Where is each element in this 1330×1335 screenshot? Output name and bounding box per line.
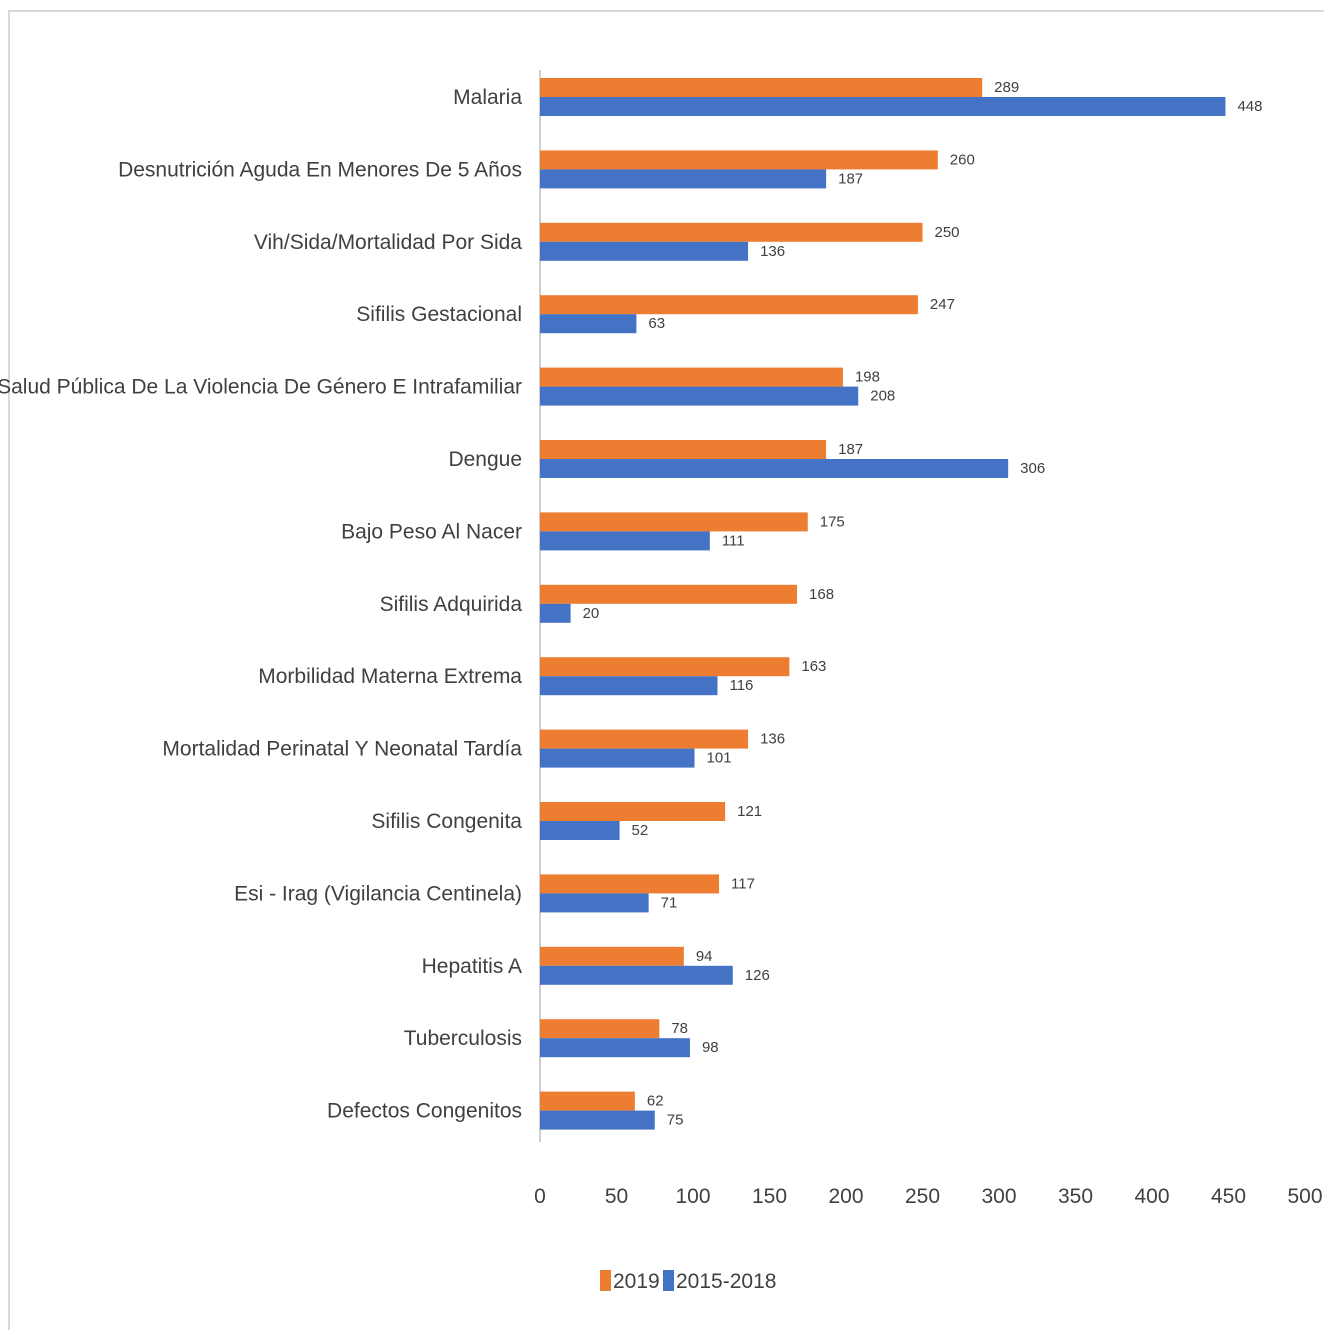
x-tick-label: 0 [534,1185,546,1208]
data-label: 175 [820,513,845,530]
data-label: 121 [737,803,762,820]
data-label: 168 [809,586,834,603]
bar-series-2015-2018 [540,603,571,623]
legend-label: 2015-2018 [676,1270,776,1293]
data-label: 448 [1237,98,1262,115]
data-label: 52 [632,822,649,839]
data-label: 62 [647,1093,664,1110]
data-label: 260 [950,151,975,168]
bar-series-2015-2018 [540,241,749,261]
bar-series-2019 [540,946,684,966]
data-label: 94 [696,948,713,965]
chart-frame [8,10,1324,1330]
legend: 2019 2015-2018 [600,1270,776,1293]
legend-swatch [600,1270,611,1291]
bar-series-2019 [540,584,798,604]
data-label: 20 [583,605,600,622]
x-tick-label: 300 [981,1185,1016,1208]
x-tick-label: 50 [605,1185,628,1208]
bar-series-2019 [540,150,938,170]
bar-series-2019 [540,729,749,749]
data-label: 78 [671,1020,688,1037]
data-label: 208 [870,388,895,405]
data-label: 306 [1020,460,1045,477]
x-tick-label: 450 [1211,1185,1246,1208]
category-label: Morbilidad Materna Extrema [258,665,522,688]
data-label: 163 [801,658,826,675]
bar-series-2015-2018 [540,1110,655,1130]
data-label: 187 [838,441,863,458]
data-label: 247 [930,296,955,313]
bar-series-2015-2018 [540,459,1009,478]
category-label: Defectos Congenitos [327,1100,522,1123]
category-label: Sifilis Adquirida [380,593,523,616]
x-tick-label: 400 [1134,1185,1169,1208]
bar-series-2019 [540,367,843,387]
x-tick-label: 500 [1287,1185,1322,1208]
bar-series-2015-2018 [540,531,710,551]
data-label: 116 [729,677,753,694]
x-tick-label: 350 [1058,1185,1093,1208]
data-label: 126 [745,967,770,984]
data-label: 71 [661,894,678,911]
bar-series-2015-2018 [540,386,859,406]
bar-series-2019 [540,657,790,677]
data-label: 136 [760,731,785,748]
data-label: 63 [648,315,665,332]
bar-series-2015-2018 [540,97,1226,116]
bar-series-2019 [540,874,720,894]
data-label: 289 [994,79,1019,96]
data-label: 98 [702,1039,719,1056]
bar-series-2015-2018 [540,676,718,696]
bar-series-2015-2018 [540,1038,690,1058]
legend-label: 2019 [613,1270,660,1293]
bar-series-2015-2018 [540,748,695,768]
data-label: 111 [722,532,745,549]
category-label: Sifilis Gestacional [356,303,522,326]
bars-layer [540,78,1226,1130]
category-label: Sifilis Congenita [371,810,522,833]
labels-layer: Malaria 289 448 Desnutrición Aguda En Menor… [0,79,1262,1129]
category-label: Tuberculosis [404,1027,522,1050]
x-axis-ticks: 0 50 100 150 200 250 300 350 400 450 500 [534,1185,1322,1208]
data-label: 250 [935,224,960,241]
data-label: 198 [855,369,880,386]
category-label: Vih/Sida/Mortalidad Por Sida [254,231,522,254]
category-label: Vigilancia En Salud Pública De La Violen… [0,376,522,399]
bar-series-2015-2018 [540,965,733,985]
category-label: Mortalidad Perinatal Y Neonatal Tardía [162,738,522,761]
category-label: Bajo Peso Al Nacer [341,520,522,543]
bar-series-2019 [540,802,726,821]
category-label: Malaria [453,86,522,109]
data-label: 117 [731,875,755,892]
bar-series-2019 [540,1019,660,1039]
data-label: 75 [667,1112,684,1129]
bar-series-2019 [540,440,827,459]
bar-series-2015-2018 [540,821,620,840]
x-tick-label: 100 [675,1185,710,1208]
x-tick-label: 250 [905,1185,940,1208]
bar-series-2015-2018 [540,169,827,189]
data-label: 187 [838,170,863,187]
bar-series-2019 [540,512,808,532]
x-tick-label: 150 [752,1185,787,1208]
bar-series-2019 [540,78,983,97]
category-label: Desnutrición Aguda En Menores De 5 Años [118,158,522,181]
data-label: 101 [707,750,732,767]
data-label: 136 [760,243,785,260]
category-label: Dengue [448,448,522,471]
category-label: Hepatitis A [422,955,522,978]
bar-series-2019 [540,1091,635,1111]
bar-series-2019 [540,222,923,242]
category-label: Esi - Irag (Vigilancia Centinela) [234,882,522,905]
bar-series-2019 [540,295,918,315]
x-tick-label: 200 [828,1185,863,1208]
bar-series-2015-2018 [540,314,637,334]
bar-series-2015-2018 [540,893,649,913]
legend-swatch [663,1270,674,1291]
